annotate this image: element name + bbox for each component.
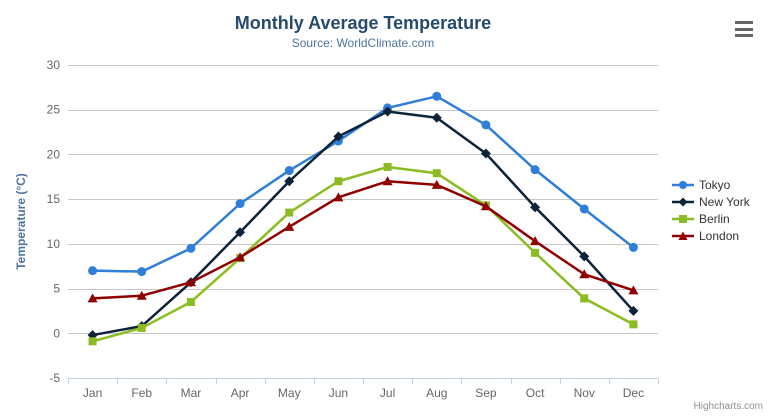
chart-subtitle: Source: WorldClimate.com xyxy=(291,36,435,50)
hamburger-icon xyxy=(735,34,753,37)
y-tick-label: 20 xyxy=(47,147,61,161)
x-tick-label: Jan xyxy=(83,386,102,400)
legend-marker-triangle xyxy=(672,231,694,240)
chart-title: Monthly Average Temperature xyxy=(234,13,492,33)
legend-label: London xyxy=(699,228,740,243)
legend-item-tokyo[interactable]: Tokyo xyxy=(672,176,750,193)
credits-link[interactable]: Highcharts.com xyxy=(693,401,763,412)
y-tick-label: 25 xyxy=(47,103,61,117)
legend-label: New York xyxy=(699,194,750,209)
x-axis-labels: Jan Feb Mar Apr May Jun Jul Aug Sep Oct Nov Dec xyxy=(83,386,644,400)
x-tick-label: Jun xyxy=(329,386,348,400)
x-tick-label: Apr xyxy=(231,386,250,400)
legend-label: Berlin xyxy=(699,211,730,226)
x-tick-label: Feb xyxy=(131,386,152,400)
legend-marker-circle xyxy=(672,180,694,189)
y-tick-label: 10 xyxy=(47,237,61,251)
x-tick-label: Oct xyxy=(526,386,545,400)
hamburger-icon xyxy=(735,27,753,31)
x-tick-label: Aug xyxy=(426,386,447,400)
x-tick-label: Mar xyxy=(181,386,202,400)
y-tick-label: 5 xyxy=(53,282,60,296)
x-tick-label: Jul xyxy=(380,386,395,400)
y-tick-label: 30 xyxy=(47,58,61,72)
y-axis-labels: -5 0 5 10 15 20 25 30 xyxy=(47,58,61,385)
series-london[interactable] xyxy=(87,176,639,303)
y-axis-title: Temperature (°C) xyxy=(14,173,28,270)
x-tick-label: May xyxy=(278,386,301,400)
legend-item-london[interactable]: London xyxy=(672,227,750,244)
hamburger-icon xyxy=(735,21,753,24)
gridlines xyxy=(68,65,658,379)
series-tokyo[interactable] xyxy=(88,91,638,277)
x-axis xyxy=(68,378,659,384)
x-tick-label: Dec xyxy=(623,386,644,400)
series-new-york[interactable] xyxy=(87,106,639,341)
legend: Tokyo New York Berlin London xyxy=(672,176,750,244)
legend-label: Tokyo xyxy=(699,177,731,192)
legend-item-new-york[interactable]: New York xyxy=(672,193,750,210)
legend-marker-diamond xyxy=(672,197,694,206)
legend-item-berlin[interactable]: Berlin xyxy=(672,210,750,227)
y-tick-label: 15 xyxy=(47,192,61,206)
legend-marker-square xyxy=(672,214,694,223)
x-tick-label: Nov xyxy=(574,386,595,400)
x-tick-label: Sep xyxy=(475,386,497,400)
y-tick-label: 0 xyxy=(53,326,60,340)
y-tick-label: -5 xyxy=(49,371,60,385)
context-menu-button[interactable] xyxy=(731,18,757,40)
